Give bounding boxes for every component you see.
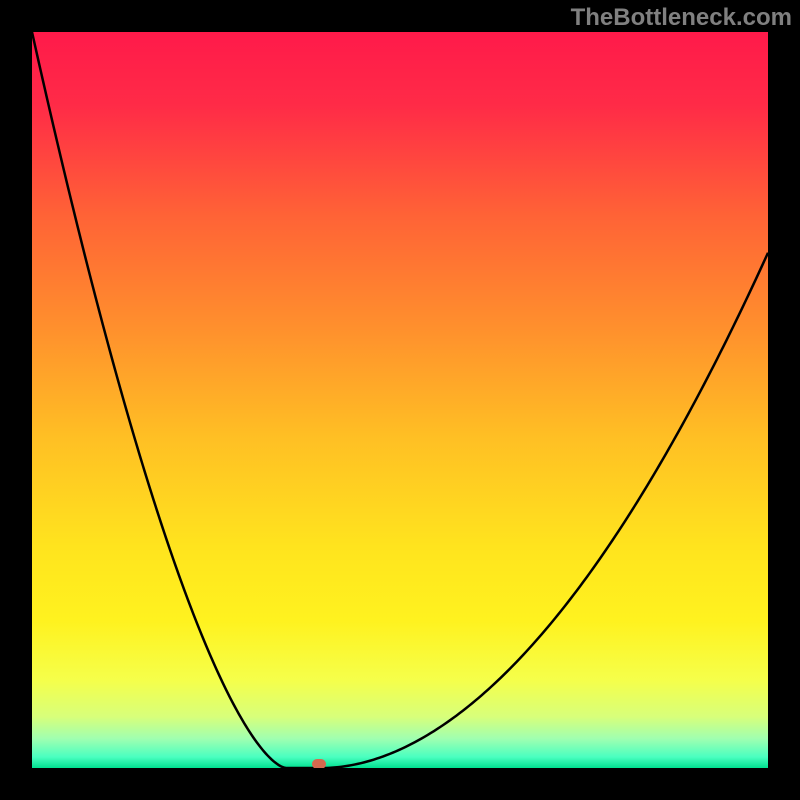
- watermark-text: TheBottleneck.com: [571, 4, 792, 32]
- plot-area: [32, 32, 768, 768]
- curve-svg: [32, 32, 768, 768]
- minimum-marker: [312, 759, 326, 768]
- bottleneck-curve: [32, 32, 768, 768]
